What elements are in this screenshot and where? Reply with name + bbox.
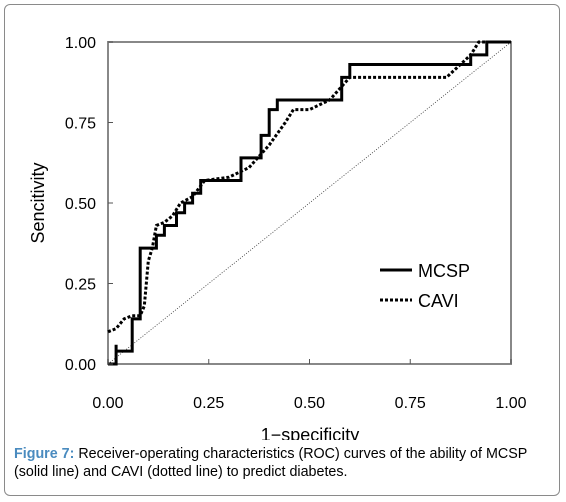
- roc-chart: 0.00 0.25 0.50 0.75 1.00 0.00 0.25 0.50 0.75 1.00…: [28, 35, 527, 440]
- legend-cavi-label: CAVI: [418, 291, 459, 311]
- x-tick-label: 0.50: [294, 395, 325, 412]
- y-tick-label: 0.00: [65, 357, 96, 374]
- x-tick-label: 0.75: [395, 395, 426, 412]
- y-axis-title: Sencitivity: [28, 162, 48, 243]
- figure-caption: Figure 7: Receiver-operating characteris…: [14, 445, 554, 481]
- x-tick-label: 0.25: [193, 395, 224, 412]
- y-tick-label: 0.25: [65, 277, 96, 294]
- x-tick-label: 0.00: [92, 395, 123, 412]
- y-tick-label: 1.00: [65, 35, 96, 52]
- caption-text: Receiver-operating characteristics (ROC)…: [14, 446, 528, 480]
- legend-mcsp-label: MCSP: [418, 261, 470, 281]
- x-tick-label: 1.00: [495, 395, 526, 412]
- y-tick-label: 0.50: [65, 196, 96, 213]
- x-axis-title: 1−specificity: [261, 425, 360, 440]
- reference-diagonal: [107, 41, 512, 365]
- legend: MCSP CAVI: [380, 261, 470, 311]
- caption-lead: Figure 7:: [14, 446, 75, 462]
- series-line-cavi: [107, 40, 511, 334]
- y-tick-label: 0.75: [65, 116, 96, 133]
